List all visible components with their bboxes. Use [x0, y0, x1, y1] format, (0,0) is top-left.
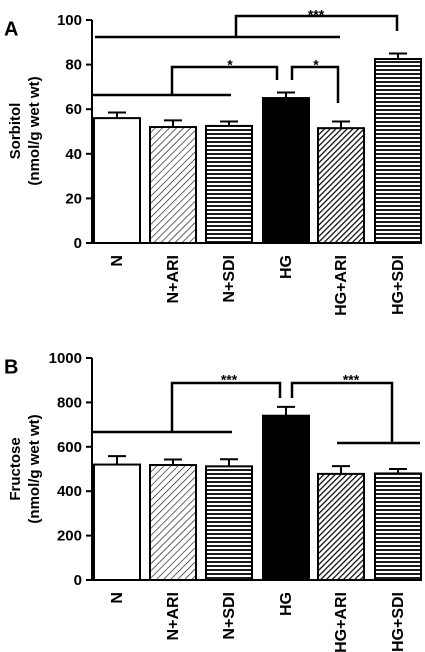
- bar: [374, 472, 422, 581]
- panel-letter: B: [4, 357, 18, 379]
- y-tick-label: 20: [65, 190, 82, 207]
- bar: [205, 124, 253, 244]
- y-tick-label: 0: [74, 572, 82, 589]
- bar: [93, 117, 141, 244]
- bar: [149, 464, 197, 581]
- bar: [205, 465, 253, 581]
- bar: [374, 58, 422, 245]
- significance-label: *: [313, 56, 319, 72]
- error-bar: [164, 458, 182, 466]
- y-tick-label: 80: [65, 57, 82, 74]
- significance-bracket: [290, 381, 394, 443]
- error-bar: [277, 405, 295, 416]
- x-tick-label: HG: [278, 592, 295, 616]
- significance-bracket: [170, 381, 282, 432]
- panel-letter: A: [4, 19, 18, 41]
- x-tick-label: N: [109, 255, 126, 267]
- significance-label: *: [227, 56, 233, 72]
- error-bar: [277, 91, 295, 99]
- y-tick-label: 100: [57, 12, 82, 29]
- x-tick-label: HG+SDI: [390, 255, 407, 315]
- y-axis-title: Sorbitol: [7, 103, 24, 160]
- x-tick-label: N+ARI: [165, 255, 182, 303]
- error-bar: [220, 458, 238, 467]
- x-tick-label: HG+SDI: [390, 592, 407, 652]
- y-tick-label: 40: [65, 146, 82, 163]
- x-tick-label: N+SDI: [221, 592, 238, 640]
- significance-bracket: [290, 65, 340, 103]
- y-tick-label: 600: [57, 439, 82, 456]
- y-axis-title: Fructose: [7, 437, 24, 500]
- y-tick-label: 200: [57, 528, 82, 545]
- error-bar: [389, 468, 407, 474]
- y-tick-label: 0: [74, 235, 82, 252]
- error-bar: [389, 52, 407, 60]
- y-axis-units: (nmol/g wet wt): [26, 414, 43, 523]
- bar: [149, 126, 197, 244]
- bar: [262, 97, 310, 244]
- x-tick-label: HG+ARI: [333, 592, 350, 652]
- significance-bracket: [170, 65, 279, 95]
- significance-label: ***: [308, 6, 325, 22]
- significance-label: ***: [221, 371, 238, 387]
- x-tick-label: N+SDI: [221, 255, 238, 303]
- sorbitol-chart: A Sorbitol (nmol/g wet wt) 0 20 40 60 80 100 N N+A…: [4, 6, 422, 316]
- significance-bracket: [234, 14, 399, 37]
- bar: [262, 414, 310, 581]
- error-bar: [108, 111, 126, 119]
- y-tick-label: 400: [57, 483, 82, 500]
- error-bar: [220, 120, 238, 126]
- y-axis-units: (nmol/g wet wt): [26, 76, 43, 185]
- bar: [317, 127, 365, 244]
- bar: [317, 472, 365, 581]
- y-tick-label: 60: [65, 101, 82, 118]
- y-tick-label: 800: [57, 394, 82, 411]
- y-tick-label: 1000: [49, 350, 82, 367]
- x-tick-label: HG: [278, 255, 295, 279]
- fructose-chart: B Fructose (nmol/g wet wt) 0 200 400 600 800 100…: [4, 350, 422, 652]
- significance-label: ***: [343, 371, 360, 387]
- x-tick-label: HG+ARI: [333, 255, 350, 316]
- error-bar: [332, 120, 350, 129]
- bar: [93, 463, 141, 581]
- x-tick-label: N+ARI: [165, 592, 182, 640]
- error-bar: [108, 455, 126, 465]
- error-bar: [332, 465, 350, 474]
- error-bar: [164, 119, 182, 128]
- x-tick-label: N: [109, 592, 126, 604]
